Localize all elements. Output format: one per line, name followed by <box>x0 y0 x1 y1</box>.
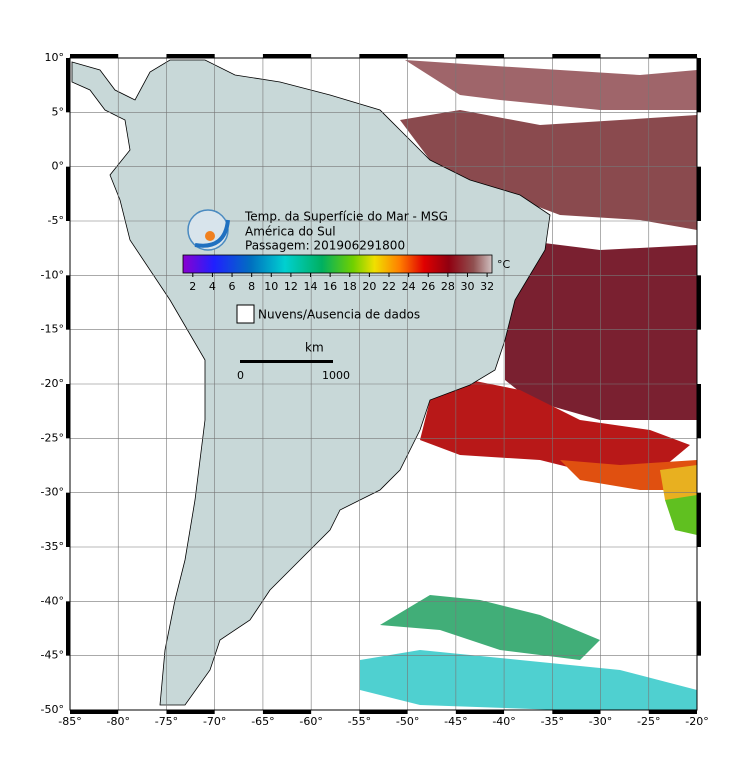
colorbar-tick-label: 22 <box>382 280 396 293</box>
lat-tick-label: -20° <box>41 377 64 390</box>
border-segment <box>697 601 701 656</box>
border-segment <box>166 710 215 714</box>
lat-tick-label: -15° <box>41 323 64 336</box>
lon-tick-label: -80° <box>106 715 129 728</box>
lon-tick-label: -25° <box>637 715 660 728</box>
legend: Temp. da Superfície do Mar - MSG América… <box>182 209 511 382</box>
title-line: Temp. da Superfície do Mar - MSG <box>244 210 448 224</box>
lat-tick-label: -45° <box>41 649 64 662</box>
no-data-label: Nuvens/Ausencia de dados <box>258 308 420 322</box>
lon-tick-label: -75° <box>155 715 178 728</box>
border-segment <box>697 384 701 439</box>
grid <box>70 58 697 710</box>
colorbar-tick-label: 12 <box>284 280 298 293</box>
scale-label: 1000 <box>322 369 350 382</box>
sst-patch <box>400 110 697 230</box>
lat-tick-label: -35° <box>41 540 64 553</box>
sst-patch <box>380 595 600 660</box>
colorbar-tick-label: 24 <box>402 280 416 293</box>
border-segment <box>648 710 697 714</box>
colorbar-tick-label: 20 <box>362 280 376 293</box>
lat-tick-label: -50° <box>41 703 64 716</box>
colorbar-tick-label: 10 <box>264 280 278 293</box>
border-segment <box>359 54 408 58</box>
border-segment <box>66 166 70 221</box>
lon-tick-label: -35° <box>541 715 564 728</box>
lon-tick-label: -65° <box>251 715 274 728</box>
title-line: América do Sul <box>245 225 336 239</box>
no-data-swatch <box>236 304 255 324</box>
axis-labels: -85° -80° -75° -70° -65° -60° -55° -50° -45° -40°… <box>41 51 709 728</box>
border-segment <box>262 710 312 714</box>
lon-tick-label: -70° <box>203 715 226 728</box>
border-segment <box>648 54 697 58</box>
lon-tick-label: -30° <box>589 715 612 728</box>
border-segment <box>552 710 601 714</box>
lon-tick-label: -85° <box>58 715 81 728</box>
lat-tick-label: -40° <box>41 594 64 607</box>
border-segment <box>359 710 408 714</box>
colorbar <box>182 254 493 274</box>
logo <box>194 219 230 248</box>
border-segment <box>70 54 119 58</box>
lat-tick-label: -30° <box>41 486 64 499</box>
border-segment <box>455 710 505 714</box>
sst-patch <box>405 60 697 110</box>
scale-bar <box>240 360 333 363</box>
colorbar-tick-label: 32 <box>480 280 494 293</box>
lon-tick-label: -20° <box>685 715 708 728</box>
lat-tick-label: 5° <box>52 105 65 118</box>
colorbar-tick-label: 28 <box>441 280 455 293</box>
border-segment <box>455 54 505 58</box>
border-segment <box>166 54 215 58</box>
border-segment <box>70 710 119 714</box>
lat-tick-label: -25° <box>41 431 64 444</box>
colorbar-tick-label: 16 <box>323 280 337 293</box>
border-segment <box>697 492 701 547</box>
scale-unit: km <box>305 341 324 355</box>
title-line: Passagem: 201906291800 <box>245 239 405 253</box>
border-segment <box>66 384 70 439</box>
logo <box>205 231 215 241</box>
scale-label: 0 <box>237 369 244 382</box>
colorbar-unit: °C <box>497 258 511 271</box>
lon-tick-label: -40° <box>492 715 515 728</box>
border-segment <box>697 166 701 221</box>
lon-tick-label: -45° <box>444 715 467 728</box>
lat-tick-label: 0° <box>52 160 65 173</box>
colorbar-tick-label: 8 <box>248 280 255 293</box>
sst-patch <box>360 650 697 710</box>
colorbar-tick-label: 30 <box>460 280 474 293</box>
map-area <box>70 58 697 710</box>
lat-tick-label: -10° <box>41 268 64 281</box>
colorbar-tick-label: 6 <box>229 280 236 293</box>
border-segment <box>697 275 701 330</box>
colorbar-tick-label: 4 <box>209 280 216 293</box>
lon-tick-label: -55° <box>348 715 371 728</box>
colorbar-tick-label: 14 <box>304 280 318 293</box>
lon-tick-label: -60° <box>299 715 322 728</box>
sst-patch <box>665 495 697 535</box>
lat-tick-label: -5° <box>48 214 64 227</box>
colorbar-tick-label: 18 <box>343 280 357 293</box>
colorbar-ticks: 2 4 6 8 10 12 14 16 18 20 22 24 26 28 30 32 <box>189 273 494 293</box>
colorbar-tick-label: 2 <box>189 280 196 293</box>
border-segment <box>66 58 70 113</box>
sst-patch <box>420 380 690 475</box>
border-segment <box>66 275 70 330</box>
border-segment <box>552 54 601 58</box>
lat-tick-label: 10° <box>45 51 65 64</box>
colorbar-tick-label: 26 <box>421 280 435 293</box>
border-segment <box>262 54 312 58</box>
border-segment <box>66 601 70 656</box>
border-segment <box>66 492 70 547</box>
lon-tick-label: -50° <box>396 715 419 728</box>
border-segment <box>697 58 701 113</box>
frame-border <box>66 54 701 714</box>
